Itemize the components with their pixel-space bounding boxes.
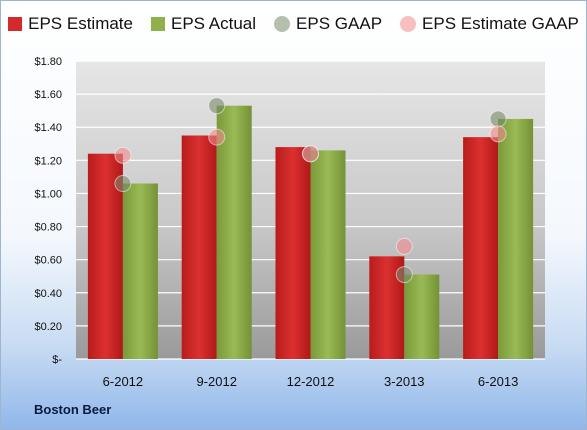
legend-swatch-eps-gaap — [274, 16, 291, 32]
y-tick-label: $1.80 — [34, 56, 62, 68]
y-tick-label: $1.20 — [34, 155, 62, 167]
bar-eps-actual-12-2012 — [310, 150, 346, 359]
point-eps-estimate-gaap-3-2013 — [395, 237, 413, 255]
y-tick-label: $0.20 — [34, 321, 62, 333]
x-tick-label: 6-2013 — [478, 374, 518, 389]
bar-eps-estimate-9-2012 — [181, 135, 217, 359]
legend-item-eps-actual: EPS Actual — [150, 14, 257, 34]
bar-eps-estimate-12-2012 — [275, 147, 311, 359]
legend-swatch-eps-estimate-gaap — [400, 16, 417, 32]
legend-swatch-eps-estimate — [8, 17, 23, 31]
point-eps-estimate-gaap-9-2012 — [208, 128, 226, 146]
legend-swatch-eps-actual — [150, 17, 165, 31]
point-eps-gaap-3-2013 — [395, 266, 413, 284]
bar-eps-actual-6-2013 — [498, 118, 534, 359]
legend-label-eps-actual: EPS Actual — [170, 14, 257, 33]
x-tick-label: 12-2012 — [287, 374, 335, 389]
bar-eps-actual-3-2013 — [404, 274, 440, 359]
company-name: Boston Beer — [34, 402, 112, 417]
points — [114, 97, 507, 284]
legend-label-eps-gaap: EPS GAAP — [296, 14, 383, 33]
bar-eps-actual-9-2012 — [216, 105, 252, 359]
y-tick-label: $0.60 — [34, 255, 62, 267]
y-tick-label: $0.80 — [34, 222, 62, 234]
bar-eps-actual-6-2012 — [122, 183, 158, 359]
x-tick-label: 9-2012 — [196, 374, 236, 389]
point-eps-gaap-9-2012 — [208, 97, 226, 115]
legend: EPS Estimate EPS Actual EPS GAAP EPS Est… — [0, 14, 587, 34]
y-tick-label: $1.00 — [34, 188, 62, 200]
legend-label-eps-estimate-gaap: EPS Estimate GAAP — [422, 14, 579, 33]
bars — [87, 105, 534, 359]
bar-eps-estimate-6-2013 — [463, 137, 499, 359]
point-eps-gaap-6-2012 — [114, 175, 132, 193]
point-eps-estimate-gaap-12-2012 — [302, 145, 319, 163]
y-tick-label: $0.40 — [34, 288, 62, 300]
y-tick-label: $- — [52, 354, 62, 366]
y-tick-label: $1.40 — [34, 122, 62, 134]
x-tick-label: 3-2013 — [384, 374, 424, 389]
legend-item-eps-estimate-gaap: EPS Estimate GAAP — [400, 14, 579, 34]
x-axis-ticks: 6-2012 9-2012 12-2012 3-2013 6-2013 — [103, 374, 519, 389]
point-eps-estimate-gaap-6-2013 — [489, 125, 507, 143]
legend-item-eps-gaap: EPS GAAP — [274, 14, 382, 34]
legend-item-eps-estimate: EPS Estimate — [8, 14, 133, 34]
y-tick-label: $1.60 — [34, 89, 62, 101]
y-axis-ticks: $- $0.20 $0.40 $0.60 $0.80 $1.00 $1.20 $1.40 $1.… — [34, 56, 62, 366]
point-eps-estimate-gaap-6-2012 — [114, 146, 132, 164]
x-tick-label: 6-2012 — [103, 374, 143, 389]
legend-label-eps-estimate: EPS Estimate — [28, 14, 133, 33]
point-eps-gaap-6-2013 — [489, 110, 507, 128]
